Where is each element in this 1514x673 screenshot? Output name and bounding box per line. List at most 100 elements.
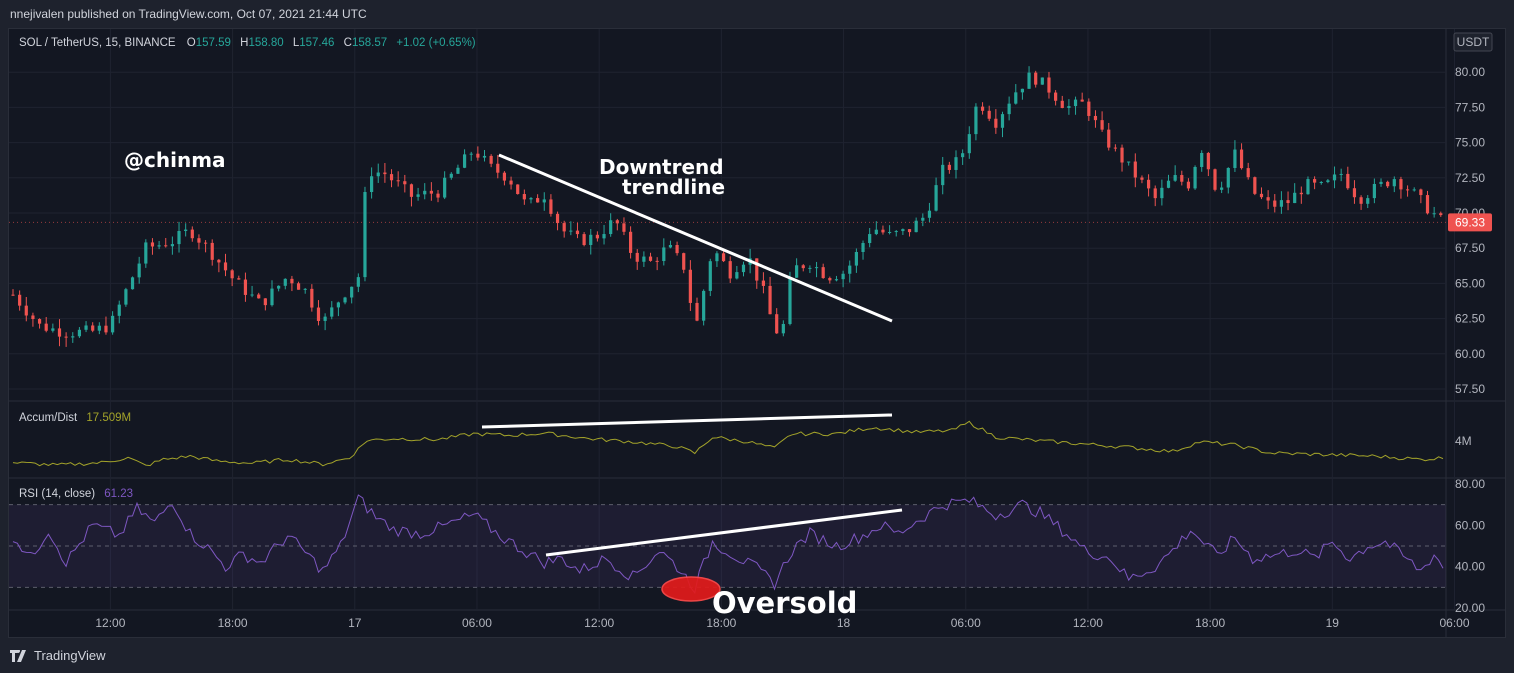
candle-body bbox=[243, 279, 248, 295]
candle-body bbox=[582, 234, 586, 245]
open-value: 157.59 bbox=[196, 37, 231, 49]
candle-body bbox=[11, 294, 15, 296]
candle-body bbox=[423, 190, 427, 195]
candle-body bbox=[682, 253, 686, 270]
time-tick-label: 12:00 bbox=[584, 616, 614, 630]
candle-body bbox=[987, 110, 991, 119]
time-tick-label: 18:00 bbox=[1195, 616, 1225, 630]
candle-body bbox=[323, 316, 327, 321]
candle-body bbox=[170, 244, 174, 247]
candle-body bbox=[270, 288, 274, 306]
accumdist-legend: Accum/Dist bbox=[19, 412, 78, 424]
candle-body bbox=[117, 304, 121, 316]
currency-badge[interactable] bbox=[1453, 32, 1493, 52]
candle-body bbox=[1273, 200, 1277, 207]
candle-body bbox=[37, 319, 42, 324]
candle-body bbox=[954, 157, 958, 170]
candle-body bbox=[821, 267, 825, 279]
rsi-tick-label: 80.00 bbox=[1455, 477, 1485, 491]
candle-body bbox=[303, 288, 307, 290]
candle-body bbox=[622, 223, 626, 232]
time-tick-label: 17 bbox=[348, 616, 362, 630]
candle-body bbox=[1140, 177, 1144, 180]
candle-body bbox=[1286, 200, 1290, 204]
candle-body bbox=[642, 256, 646, 262]
oversold-marker bbox=[661, 576, 721, 602]
tradingview-brand[interactable]: TradingView bbox=[10, 648, 106, 663]
low-value: 157.46 bbox=[299, 37, 334, 49]
candle-body bbox=[1186, 181, 1191, 189]
candle-body bbox=[1386, 181, 1390, 187]
candle-body bbox=[363, 192, 367, 278]
chart-container[interactable]: 57.50 60.00 62.50 65.00 67.50 70.00 72.50 75.00… bbox=[8, 28, 1506, 638]
candle-body bbox=[1405, 189, 1410, 191]
candle-body bbox=[1226, 167, 1230, 188]
accumdist-value: 17.509M bbox=[86, 412, 131, 424]
trendline-label-2: trendline bbox=[622, 175, 725, 199]
candle-body bbox=[57, 328, 62, 337]
candle-body bbox=[1233, 149, 1237, 168]
candle-body bbox=[1313, 179, 1317, 183]
time-tick-label: 19 bbox=[1326, 616, 1340, 630]
candle-body bbox=[1166, 180, 1171, 188]
candle-body bbox=[403, 181, 407, 185]
candle-body bbox=[1399, 179, 1403, 190]
candle-body bbox=[1412, 189, 1416, 191]
candle-body bbox=[941, 164, 945, 186]
candle-body bbox=[1326, 180, 1330, 182]
candle-body bbox=[602, 234, 606, 239]
candle-body bbox=[854, 252, 858, 266]
candle-body bbox=[961, 153, 965, 158]
candle-body bbox=[1319, 181, 1323, 183]
price-tick-label: 77.50 bbox=[1455, 100, 1485, 114]
candle-body bbox=[1093, 115, 1098, 121]
rsi-tick-label: 40.00 bbox=[1455, 560, 1485, 574]
close-value: 158.57 bbox=[352, 37, 387, 49]
candle-body bbox=[277, 285, 281, 289]
candle-layer bbox=[11, 66, 1443, 347]
candle-body bbox=[934, 185, 938, 211]
candle-body bbox=[768, 285, 772, 315]
svg-text:Accum/Dist 17.509M: Accum/Dist 17.509M bbox=[19, 412, 131, 424]
candle-body bbox=[150, 242, 155, 247]
candle-body bbox=[184, 229, 188, 232]
trendline-label-1: Downtrend bbox=[599, 155, 724, 179]
candle-body bbox=[1346, 173, 1350, 189]
candle-body bbox=[356, 277, 360, 287]
candle-body bbox=[688, 269, 692, 303]
candle-body bbox=[1366, 198, 1370, 204]
time-tick-label: 06:00 bbox=[951, 616, 981, 630]
rsi-layer bbox=[12, 494, 1444, 594]
chart-canvas[interactable]: 57.5060.0062.5065.0067.5070.0072.5075.00… bbox=[9, 29, 1505, 637]
candle-body bbox=[1040, 77, 1044, 85]
candle-body bbox=[1352, 188, 1357, 198]
candle-body bbox=[575, 230, 580, 235]
watermark-text: @chinma bbox=[124, 148, 226, 172]
candle-body bbox=[848, 265, 852, 274]
candle-body bbox=[1047, 77, 1051, 93]
candle-body bbox=[1253, 177, 1257, 194]
candle-body bbox=[595, 234, 599, 239]
currency-label: USDT bbox=[1457, 35, 1490, 49]
candle-body bbox=[1100, 120, 1104, 130]
candle-body bbox=[801, 265, 805, 269]
change-value: +1.02 (+0.65%) bbox=[396, 37, 475, 49]
candle-body bbox=[1034, 72, 1038, 85]
rsi-tick-label: 60.00 bbox=[1455, 518, 1485, 532]
candle-body bbox=[702, 290, 706, 321]
high-value: 158.80 bbox=[248, 37, 283, 49]
rsi-legend: RSI (14, close) bbox=[19, 488, 95, 500]
accumdist-tick-label: 4M bbox=[1455, 434, 1472, 448]
candle-body bbox=[144, 242, 148, 264]
candle-body bbox=[237, 278, 241, 280]
candle-body bbox=[396, 180, 400, 182]
candle-body bbox=[250, 294, 254, 296]
candle-body bbox=[555, 213, 560, 224]
candle-body bbox=[662, 247, 666, 262]
candle-body bbox=[1120, 147, 1124, 163]
accumdist-trendline bbox=[481, 413, 893, 429]
candle-body bbox=[994, 118, 998, 128]
candle-body bbox=[1332, 174, 1337, 181]
close-label: C bbox=[344, 37, 352, 49]
candle-body bbox=[190, 229, 194, 239]
